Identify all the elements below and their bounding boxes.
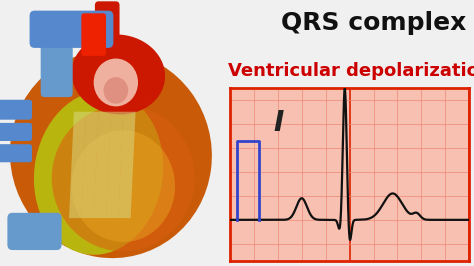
Ellipse shape [94,59,138,106]
Text: QRS complex: QRS complex [281,11,466,35]
Polygon shape [82,112,99,218]
Ellipse shape [52,105,195,251]
Text: I: I [273,109,283,137]
FancyBboxPatch shape [0,123,32,141]
FancyBboxPatch shape [0,144,32,162]
FancyBboxPatch shape [0,100,32,120]
FancyBboxPatch shape [95,1,119,52]
FancyBboxPatch shape [8,213,62,250]
Polygon shape [118,112,136,218]
Polygon shape [94,112,111,218]
Polygon shape [106,112,123,218]
Ellipse shape [103,77,128,104]
Ellipse shape [72,130,175,242]
Ellipse shape [34,91,163,255]
Text: Ventricular depolarization: Ventricular depolarization [228,61,474,80]
Polygon shape [69,112,86,218]
FancyBboxPatch shape [29,11,113,48]
Ellipse shape [72,35,165,114]
FancyBboxPatch shape [41,25,73,97]
FancyBboxPatch shape [82,13,106,56]
Ellipse shape [10,51,212,258]
